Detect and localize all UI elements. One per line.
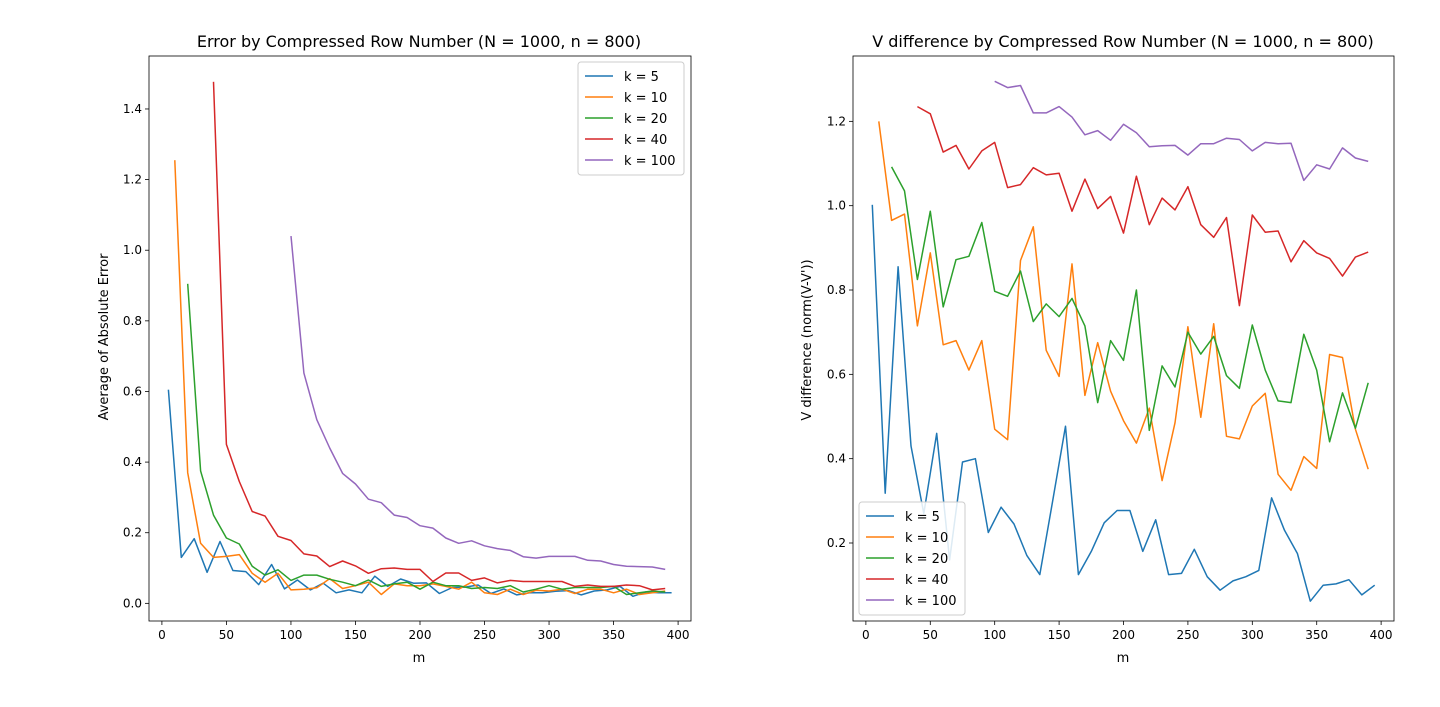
y-tick-label: 1.4	[123, 102, 142, 116]
x-tick-label: 0	[862, 628, 870, 642]
legend-label: k = 10	[905, 531, 948, 546]
x-tick-label: 200	[409, 628, 432, 642]
error-chart-title: Error by Compressed Row Number (N = 1000…	[197, 32, 641, 51]
x-tick-label: 0	[158, 628, 166, 642]
legend-box	[858, 501, 966, 616]
y-tick-label: 0.6	[123, 384, 142, 398]
y-tick-label: 0.2	[123, 526, 142, 540]
x-tick-label: 200	[1112, 628, 1135, 642]
y-tick-label: 0.4	[123, 455, 142, 469]
legend-label: k = 100	[905, 594, 957, 609]
v-difference-chart-xlabel: m	[1117, 651, 1130, 666]
v-difference-chart: V difference by Compressed Row Number (N…	[800, 32, 1395, 666]
x-tick-label: 50	[923, 628, 938, 642]
series-line-k100	[290, 236, 666, 571]
series-line-k5	[167, 389, 672, 598]
x-tick-label: 350	[602, 628, 625, 642]
x-tick-label: 300	[1241, 628, 1264, 642]
legend: k = 5 k = 10 k = 20 k = 40 k = 100	[577, 61, 685, 176]
x-tick-label: 300	[538, 628, 561, 642]
error-chart-ylabel: Average of Absolute Error	[97, 253, 112, 420]
legend: k = 5 k = 10 k = 20 k = 40 k = 100	[858, 501, 966, 616]
y-tick-label: 1.2	[123, 173, 142, 187]
x-tick-label: 350	[1305, 628, 1328, 642]
x-tick-label: 400	[1370, 628, 1393, 642]
x-tick-label: 250	[1176, 628, 1199, 642]
y-tick-label: 0.8	[827, 283, 846, 297]
legend-label: k = 40	[905, 573, 948, 588]
series-line-k40	[917, 105, 1369, 307]
legend-label: k = 5	[905, 510, 940, 525]
x-tick-label: 400	[667, 628, 690, 642]
legend-label: k = 20	[905, 552, 948, 567]
series-group	[167, 81, 672, 598]
y-tick-label: 1.0	[827, 199, 846, 213]
legend-label: k = 40	[624, 133, 667, 148]
series-line-k100	[994, 80, 1369, 182]
v-difference-chart-title: V difference by Compressed Row Number (N…	[872, 32, 1374, 51]
error-chart-xlabel: m	[413, 651, 426, 666]
legend-label: k = 100	[624, 154, 676, 169]
x-tick-label: 150	[344, 628, 367, 642]
y-tick-label: 0.4	[827, 452, 846, 466]
y-tick-label: 0.8	[123, 314, 142, 328]
legend-label: k = 10	[624, 91, 667, 106]
legend-label: k = 5	[624, 70, 659, 85]
x-tick-label: 250	[473, 628, 496, 642]
legend-box	[577, 61, 685, 176]
series-line-k40	[212, 81, 666, 591]
y-tick-label: 1.2	[827, 114, 846, 128]
error-chart: Error by Compressed Row Number (N = 1000…	[97, 32, 692, 666]
y-tick-label: 0.6	[827, 367, 846, 381]
legend-label: k = 20	[624, 112, 667, 127]
series-line-k10	[878, 121, 1369, 492]
y-tick-label: 0.0	[123, 596, 142, 610]
y-tick-label: 0.2	[827, 536, 846, 550]
v-difference-chart-ylabel: V difference (norm(V-V'))	[800, 259, 815, 420]
series-line-k10	[174, 160, 666, 596]
x-tick-label: 50	[219, 628, 234, 642]
x-tick-label: 100	[279, 628, 302, 642]
x-tick-label: 100	[983, 628, 1006, 642]
series-line-k20	[186, 283, 666, 596]
x-tick-label: 150	[1048, 628, 1071, 642]
y-tick-label: 1.0	[123, 243, 142, 257]
series-line-k20	[890, 166, 1369, 443]
